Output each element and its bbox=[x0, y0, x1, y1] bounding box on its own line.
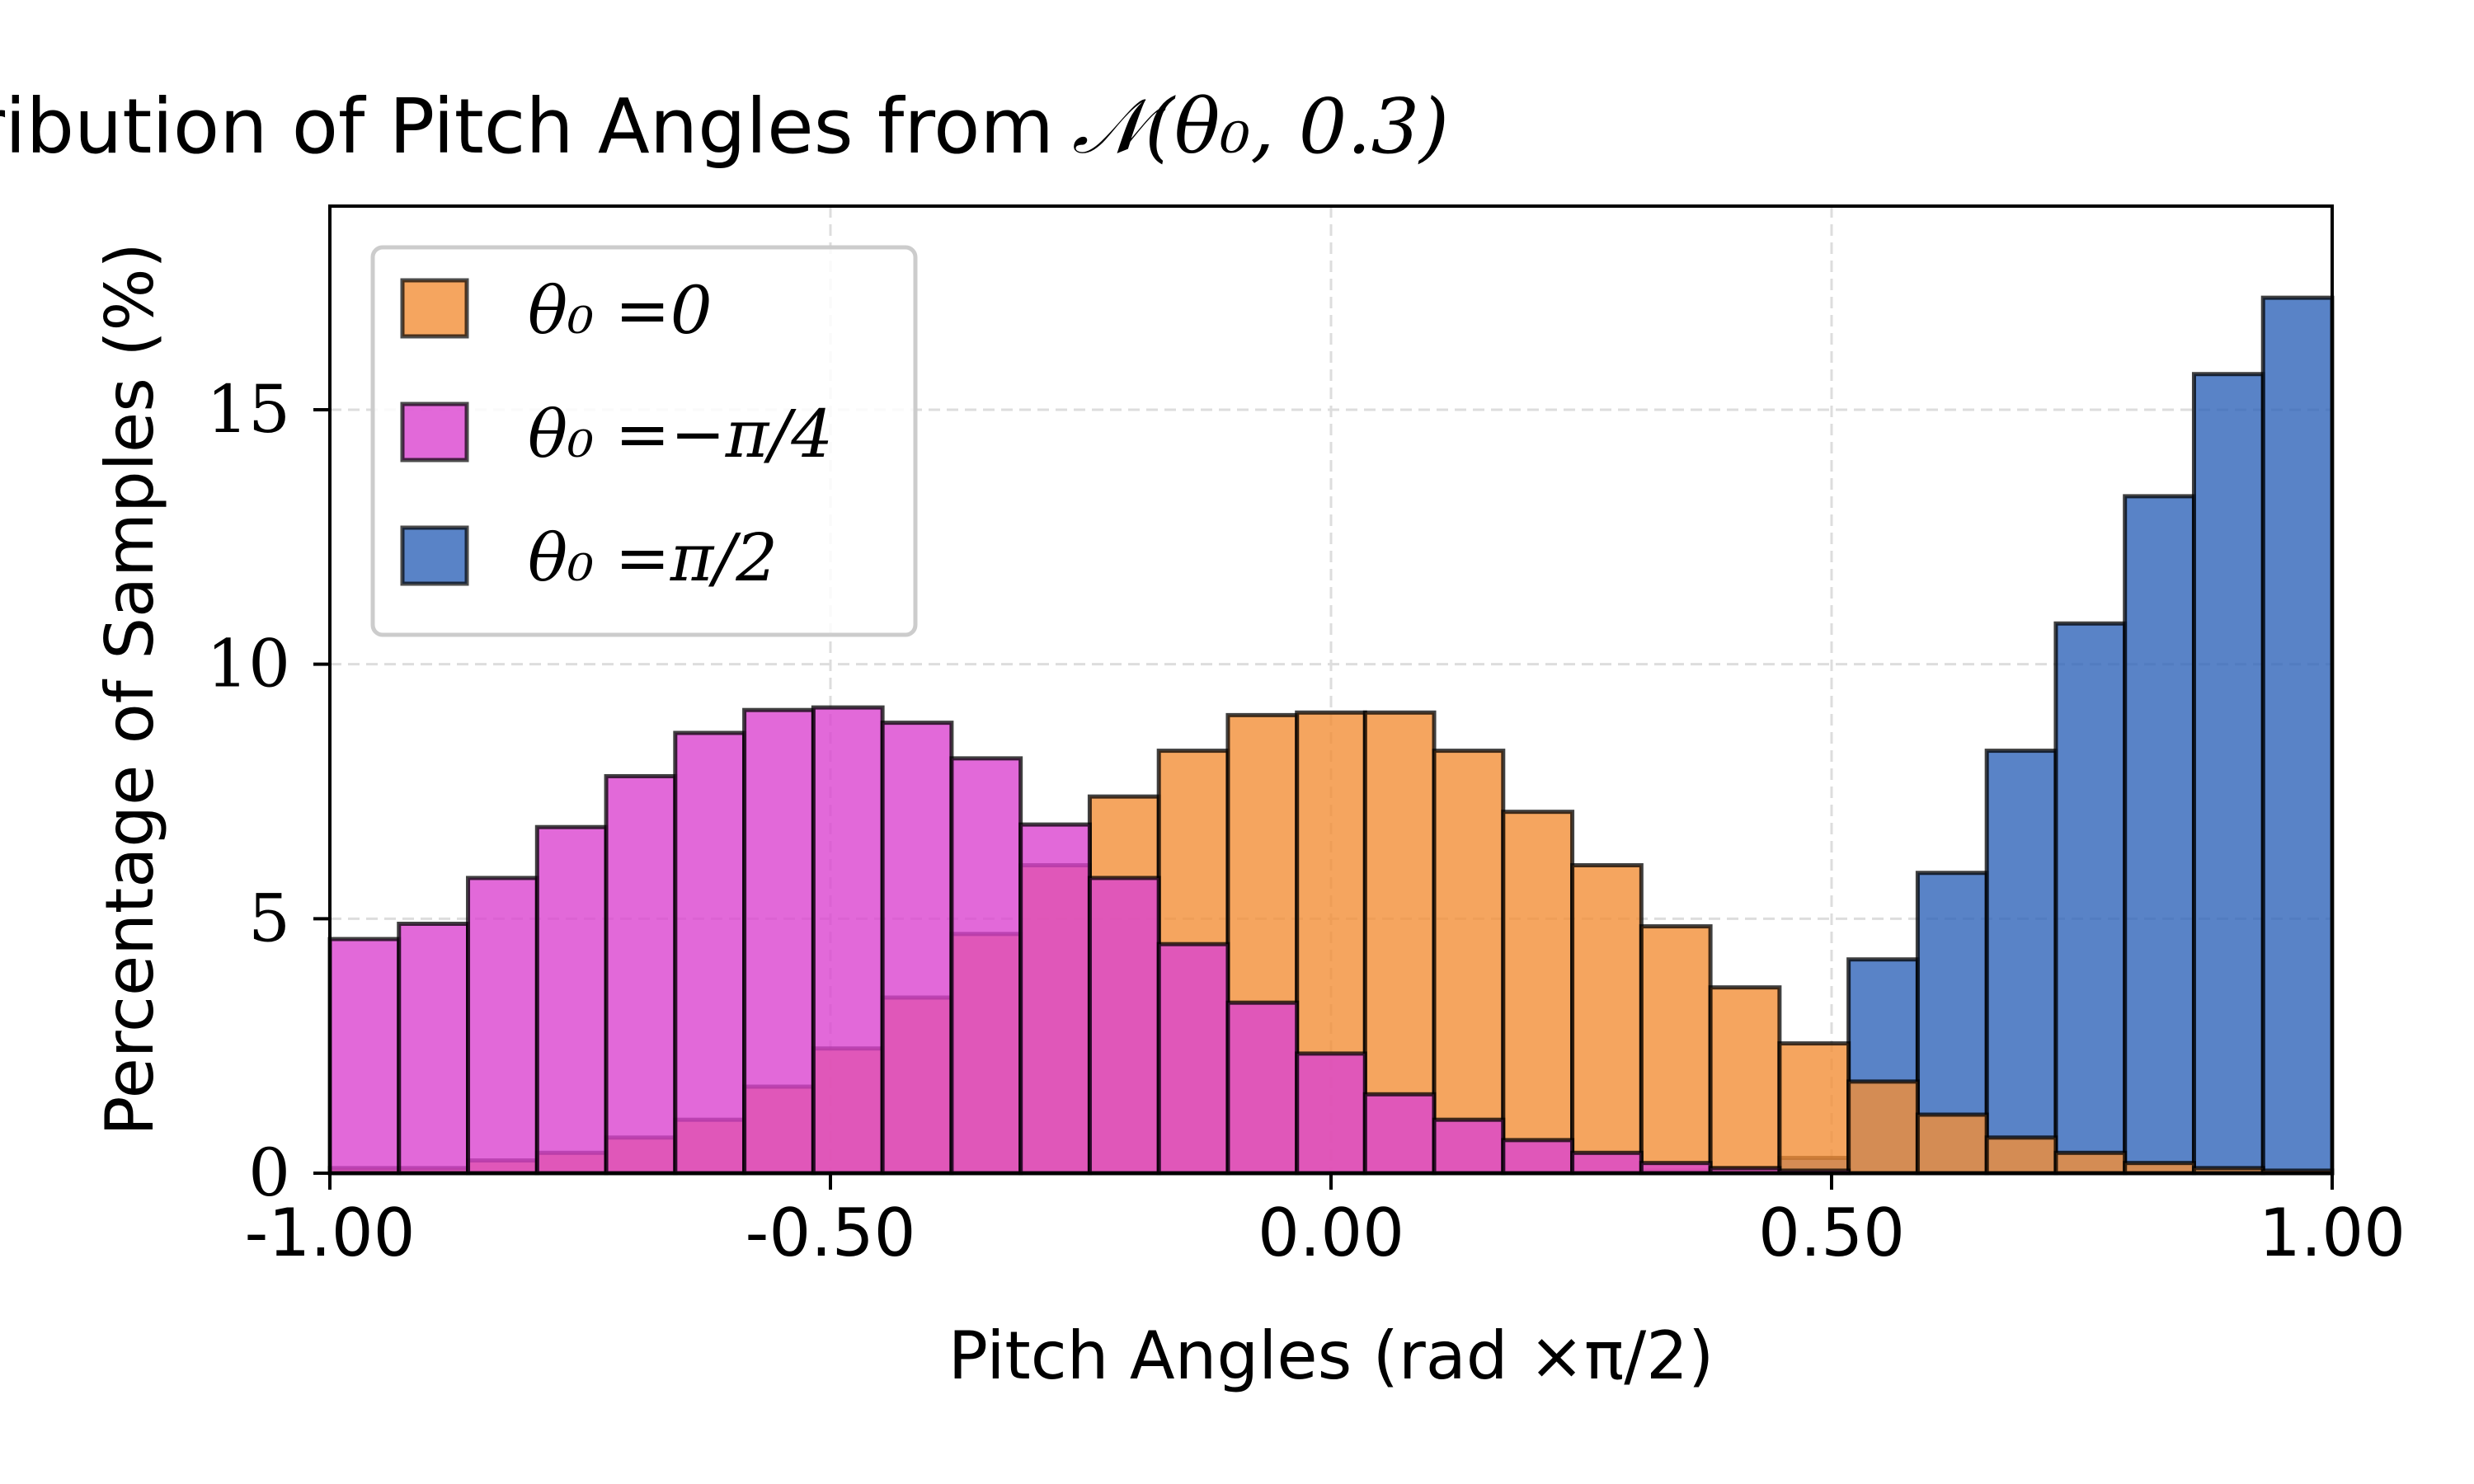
bar-series-2-bin-4 bbox=[604, 773, 678, 1176]
y-tick-label-3: 15 bbox=[206, 371, 290, 448]
bar-series-2-bin-6 bbox=[742, 707, 816, 1176]
x-tick-label-3: 0.50 bbox=[1758, 1195, 1905, 1271]
bar-series-1-bin-25 bbox=[2053, 1150, 2128, 1176]
bar-series-1-bin-19 bbox=[1639, 924, 1713, 1176]
chart-title: Distribution of Pitch Angles from bbox=[0, 82, 1054, 171]
legend-frame bbox=[370, 245, 918, 637]
bar-series-2-bin-14 bbox=[1295, 1051, 1367, 1176]
bar-series-1-bin-20 bbox=[1708, 985, 1782, 1176]
bar-series-2-bin-7 bbox=[811, 705, 885, 1176]
axis-ticks: -1.00 -0.50 0.00 0.50 1.00 0 5 10 15 bbox=[206, 371, 2406, 1271]
bar-series-2-bin-17 bbox=[1501, 1138, 1575, 1176]
bar-series-2-bin-2 bbox=[466, 876, 539, 1176]
x-tick-label-0: -1.00 bbox=[245, 1195, 416, 1271]
legend-label-theta0-0: θ₀ =0 bbox=[528, 272, 713, 349]
bar-series-2-bin-10 bbox=[1018, 822, 1092, 1176]
bar-series-2-bin-9 bbox=[949, 756, 1023, 1176]
x-tick-label-4: 1.00 bbox=[2259, 1195, 2406, 1271]
bar-series-2-bin-15 bbox=[1362, 1092, 1437, 1176]
y-tick-label-2: 10 bbox=[206, 626, 290, 702]
bar-series-1-bin-23 bbox=[1915, 1112, 1989, 1176]
x-tick-label-2: 0.00 bbox=[1258, 1195, 1404, 1271]
x-axis-label: Pitch Angles (rad ×π/2) bbox=[948, 1317, 1714, 1394]
bar-series-1-bin-24 bbox=[1984, 1135, 2058, 1176]
bar-series-2-bin-18 bbox=[1570, 1150, 1644, 1176]
bar-series-2-bin-12 bbox=[1156, 942, 1230, 1176]
bar-series-2-bin-3 bbox=[534, 824, 609, 1176]
bar-series-1-bin-16 bbox=[1432, 749, 1506, 1176]
bar-series-2-bin-0 bbox=[327, 937, 402, 1176]
bar-series-0-bin-26 bbox=[2123, 494, 2196, 1176]
bar-series-0-bin-27 bbox=[2191, 372, 2265, 1176]
bar-series-1-bin-18 bbox=[1570, 862, 1644, 1176]
x-tick-label-1: -0.50 bbox=[745, 1195, 916, 1271]
bar-series-1-bin-17 bbox=[1501, 810, 1575, 1176]
y-axis-label: Percentage of Samples (%) bbox=[92, 242, 168, 1136]
chart-title-math: 𝒩(θ₀, 0.3) bbox=[1072, 82, 1449, 171]
legend: θ₀ =0 θ₀ =−π/4 θ₀ =π/2 bbox=[370, 245, 918, 637]
legend-label-theta0-minus-pi-4: θ₀ =−π/4 bbox=[528, 396, 833, 472]
legend-swatch-theta0-pi-2 bbox=[400, 525, 469, 586]
bar-series-2-bin-16 bbox=[1432, 1117, 1506, 1176]
bar-series-1-bin-21 bbox=[1777, 1041, 1851, 1176]
legend-label-theta0-pi-2: θ₀ =π/2 bbox=[528, 519, 778, 596]
y-tick-label-0: 0 bbox=[248, 1134, 290, 1211]
legend-swatch-theta0-minus-pi-4 bbox=[400, 402, 469, 463]
bar-series-2-bin-5 bbox=[673, 730, 747, 1176]
bar-series-2-bin-8 bbox=[880, 721, 954, 1176]
bar-series-0-bin-25 bbox=[2053, 621, 2128, 1176]
bar-series-2-bin-11 bbox=[1087, 876, 1161, 1176]
legend-swatch-theta0-0 bbox=[400, 278, 469, 339]
bar-series-0-bin-28 bbox=[2260, 295, 2335, 1176]
bar-series-2-bin-1 bbox=[397, 921, 471, 1176]
bar-series-2-bin-13 bbox=[1225, 1000, 1300, 1176]
y-tick-label-1: 5 bbox=[248, 880, 290, 956]
bar-series-0-bin-24 bbox=[1984, 749, 2058, 1176]
bar-series-1-bin-22 bbox=[1846, 1079, 1920, 1176]
